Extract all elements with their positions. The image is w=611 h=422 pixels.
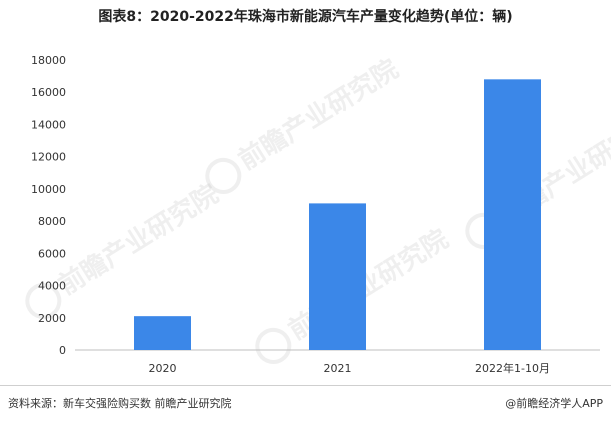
y-tick-label: 6000	[38, 247, 66, 260]
y-tick-label: 16000	[31, 86, 66, 99]
footer-divider	[0, 385, 611, 386]
chart-title: 图表8：2020-2022年珠海市新能源汽车产量变化趋势(单位：辆)	[98, 9, 513, 25]
y-tick-label: 18000	[31, 54, 66, 67]
y-tick-label: 14000	[31, 118, 66, 131]
y-tick-label: 2000	[38, 312, 66, 325]
y-tick-label: 4000	[38, 280, 66, 293]
source-note: 资料来源：新车交强险购买数 前瞻产业研究院	[8, 397, 232, 410]
x-tick-label: 2020	[149, 362, 177, 375]
x-tick-label: 2021	[324, 362, 352, 375]
bar	[309, 203, 366, 350]
x-tick-label: 2022年1-10月	[475, 361, 550, 375]
y-tick-label: 12000	[31, 151, 66, 164]
y-tick-label: 10000	[31, 183, 66, 196]
bar	[484, 79, 541, 350]
brand-credit: @前瞻经济学人APP	[505, 397, 603, 410]
y-tick-label: 8000	[38, 215, 66, 228]
bar	[134, 316, 191, 350]
y-tick-label: 0	[59, 344, 66, 357]
